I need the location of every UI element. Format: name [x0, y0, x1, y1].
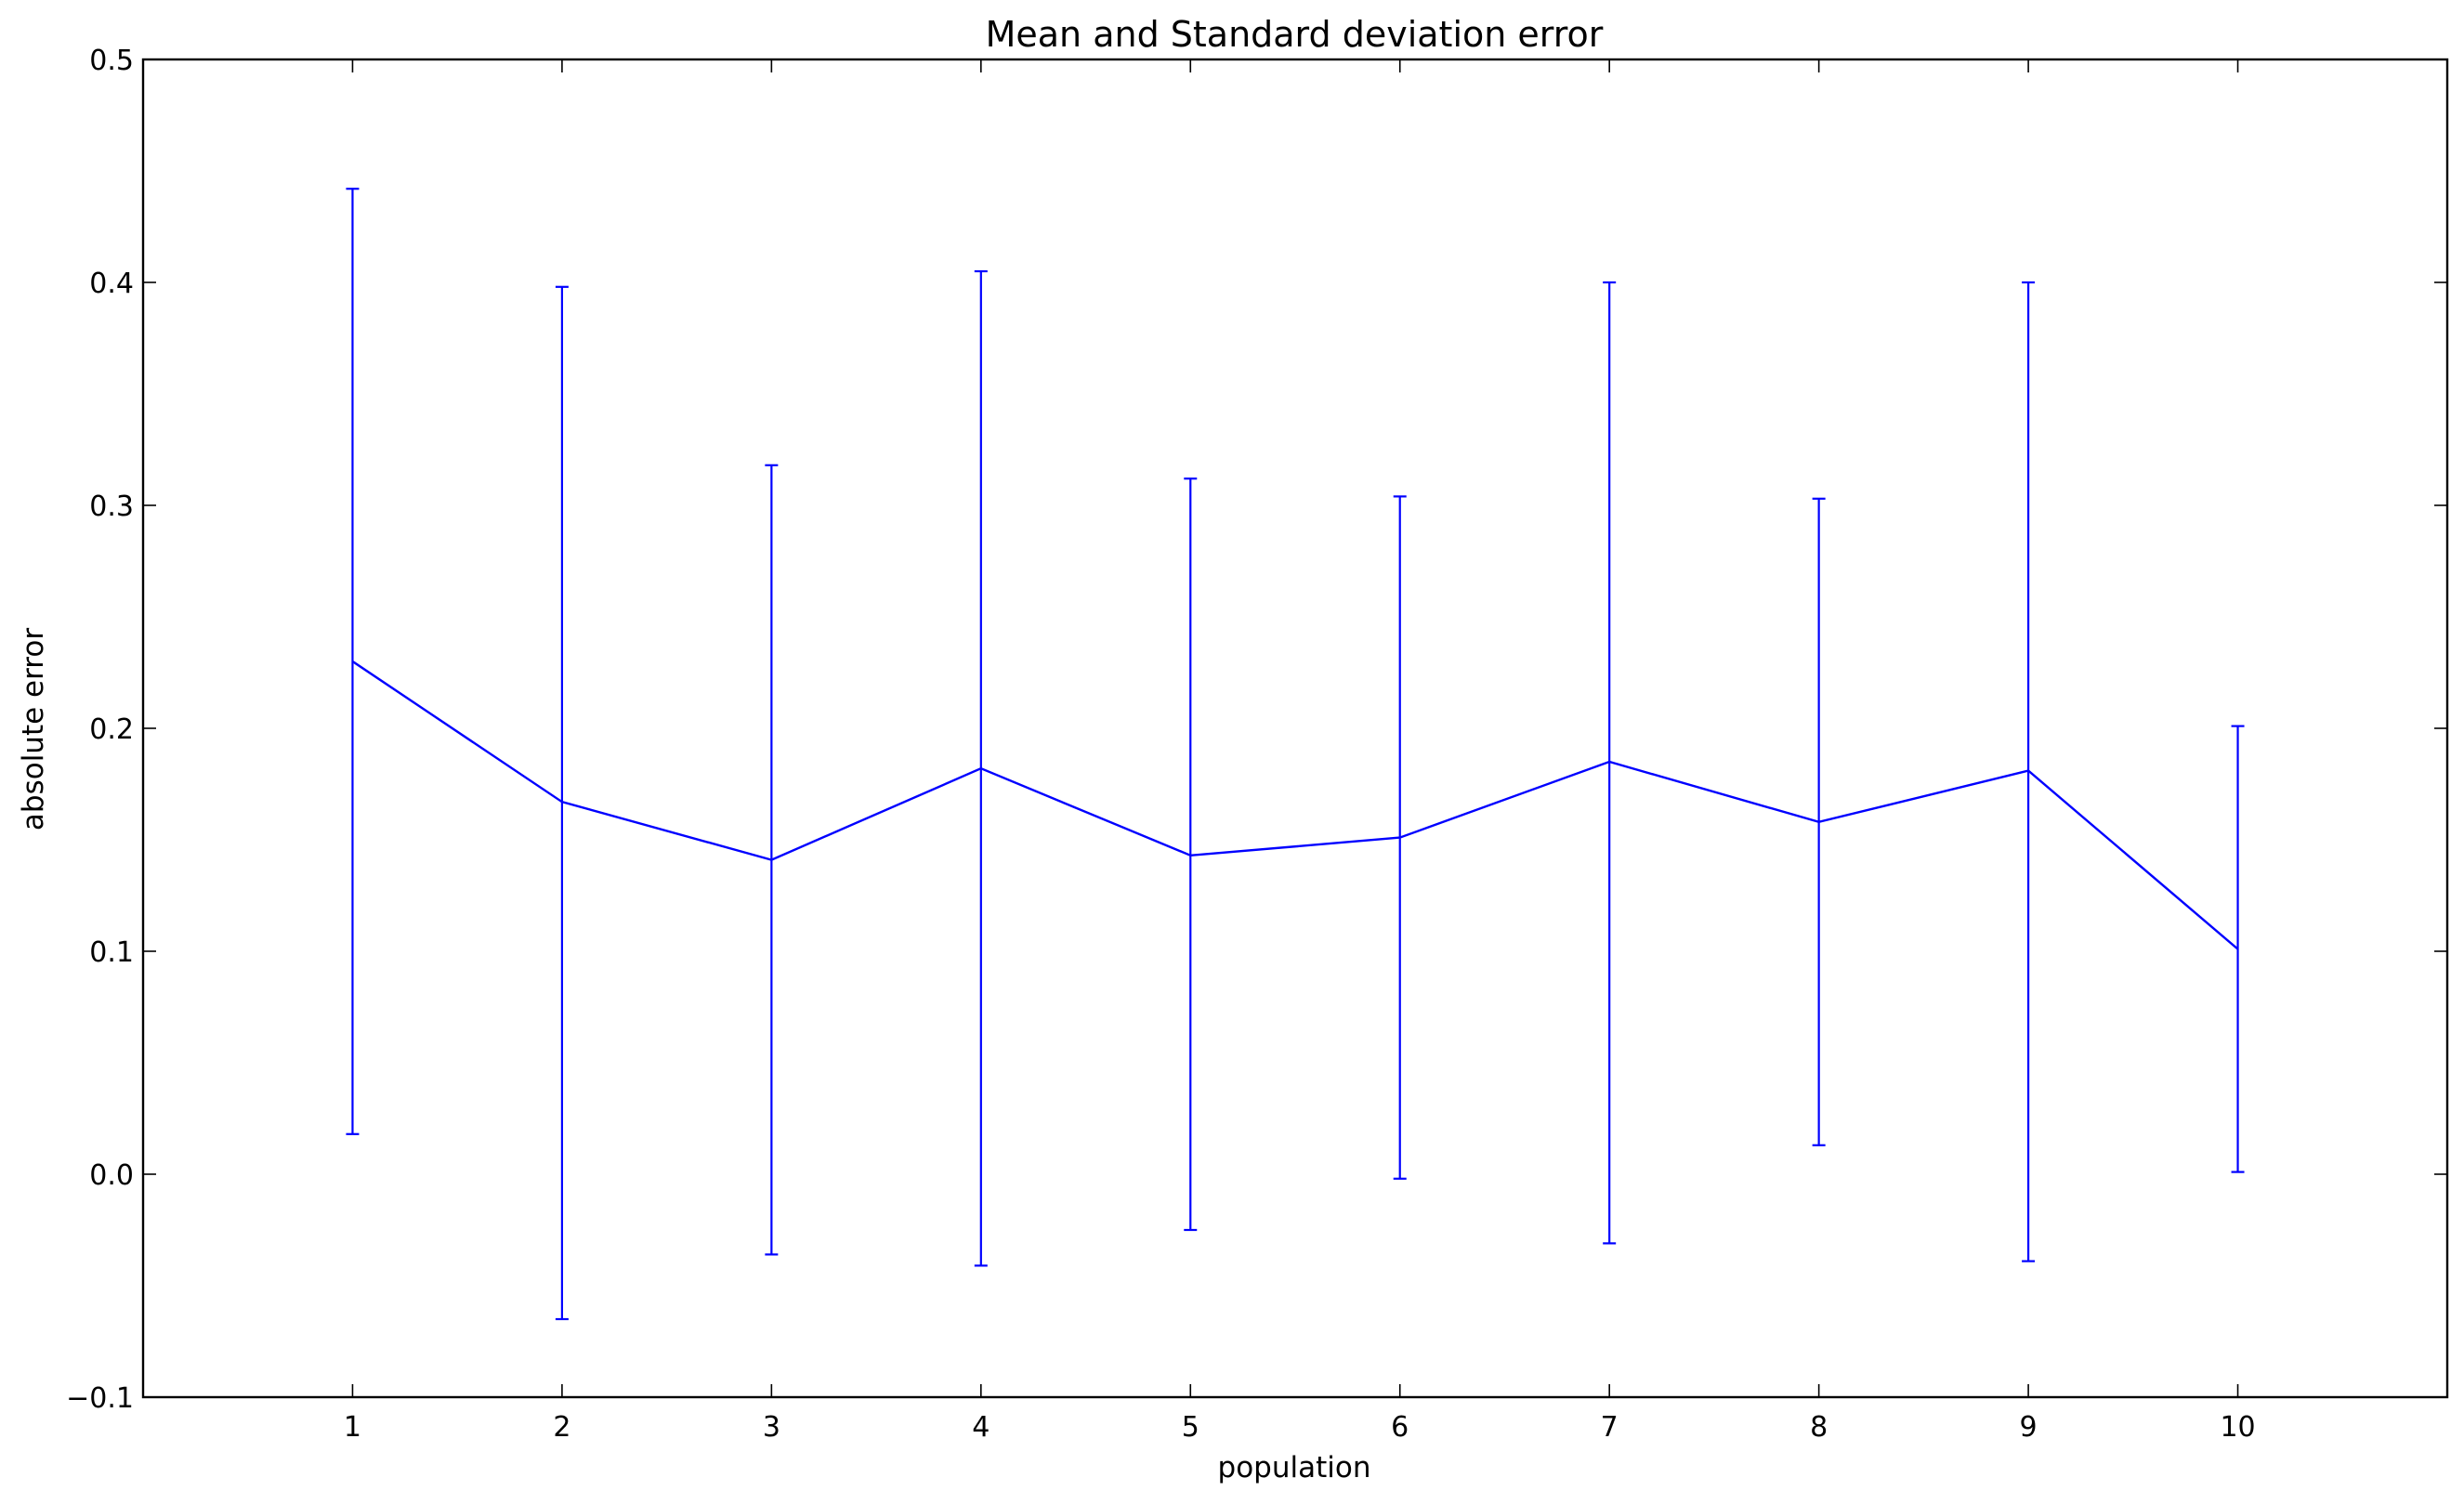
x-tick-label: 7 — [1601, 1411, 1619, 1444]
x-tick-label: 8 — [1810, 1411, 1828, 1444]
chart-title: Mean and Standard deviation error — [986, 14, 1604, 55]
x-tick-label: 1 — [344, 1411, 361, 1444]
x-tick-label: 9 — [2020, 1411, 2038, 1444]
x-tick-label: 5 — [1182, 1411, 1199, 1444]
y-tick-label: 0.5 — [89, 45, 134, 77]
y-tick-label: 0.1 — [89, 936, 134, 969]
y-tick-label: −0.1 — [66, 1382, 134, 1415]
y-tick-label: 0.2 — [89, 713, 134, 746]
marks-layer — [346, 188, 2245, 1321]
x-tick-label: 10 — [2220, 1411, 2255, 1444]
y-tick-label: 0.0 — [89, 1159, 134, 1192]
y-tick-label: 0.4 — [89, 268, 134, 300]
x-tick-label: 6 — [1391, 1411, 1409, 1444]
y-axis-label: absolute error — [17, 628, 50, 830]
x-tick-label: 3 — [763, 1411, 780, 1444]
y-tick-label: 0.3 — [89, 490, 134, 523]
ticks-layer: 1 2 3 4 5 6 7 8 9 10 −0.1 0.0 0.1 0.2 0.3 0.4 0.5 — [66, 45, 2447, 1444]
x-axis-label: population — [1218, 1451, 1371, 1484]
mean-line — [351, 660, 2239, 950]
x-tick-label: 4 — [972, 1411, 990, 1444]
x-tick-label: 2 — [553, 1411, 570, 1444]
